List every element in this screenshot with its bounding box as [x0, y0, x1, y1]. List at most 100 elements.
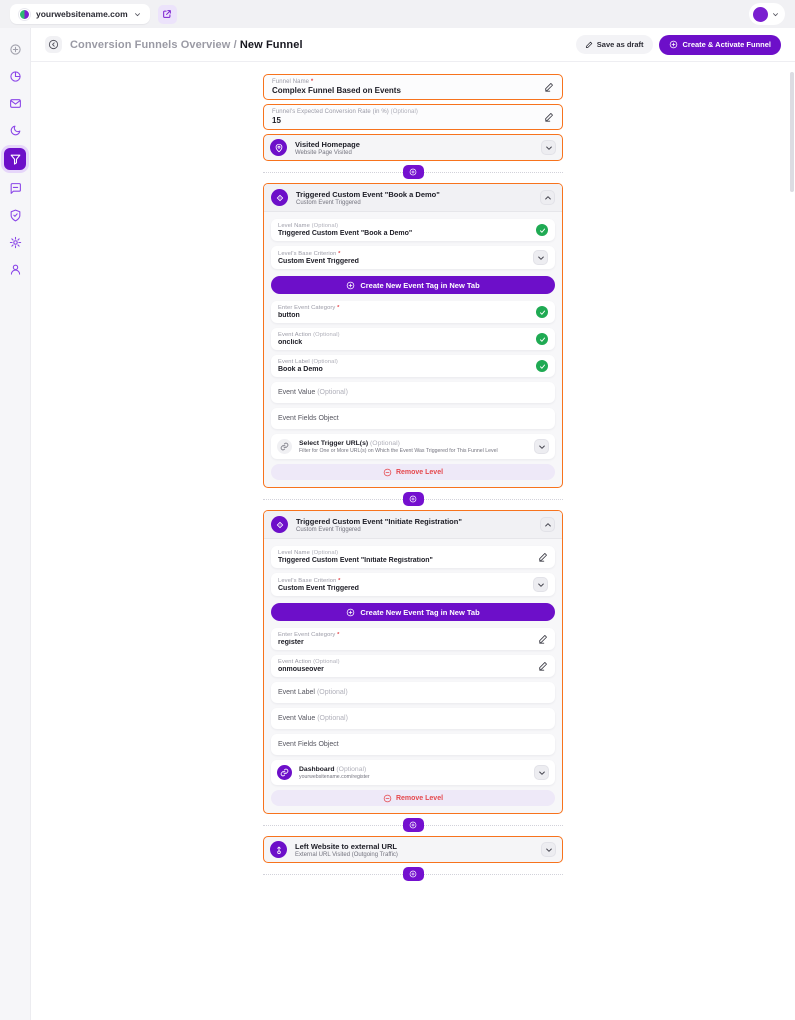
sidebar-item-sessions[interactable] [6, 121, 24, 139]
base-criterion-select[interactable]: Level's Base Criterion * Custom Event Tr… [271, 573, 555, 596]
open-site-button[interactable] [157, 4, 177, 24]
edit-icon[interactable] [544, 112, 554, 122]
add-level-button[interactable] [402, 818, 424, 832]
collapse-level-button[interactable] [540, 517, 555, 532]
trigger-urls-select[interactable]: Select Trigger URL(s) (Optional) Filter … [271, 434, 555, 459]
target-icon [9, 43, 21, 55]
level-subtitle: Custom Event Triggered [296, 199, 361, 206]
funnel-name-label: Funnel Name * [272, 79, 314, 85]
dropdown-button[interactable] [534, 439, 549, 454]
chevron-up-icon [544, 195, 551, 199]
base-criterion-value: Custom Event Triggered [278, 584, 359, 592]
event-category-value: button [278, 312, 300, 319]
domain-name: yourwebsitename.com [36, 9, 128, 19]
level-name-value: Triggered Custom Event "Initiate Registr… [278, 557, 433, 564]
top-bar: yourwebsitename.com [0, 0, 795, 28]
sidebar-item-analytics[interactable] [6, 67, 24, 85]
conversion-rate-field[interactable]: Funnel's Expected Conversion Rate (in %)… [263, 104, 563, 130]
level-body: Level Name (Optional) Triggered Custom E… [264, 212, 562, 487]
plus-circle-icon [409, 168, 417, 176]
event-action-field[interactable]: Event Action (Optional) onmouseover [271, 655, 555, 677]
level-name-field[interactable]: Level Name (Optional) Triggered Custom E… [271, 219, 555, 241]
event-category-value: register [278, 639, 304, 646]
funnel-form: Funnel Name * Complex Funnel Based on Ev… [263, 74, 563, 885]
funnel-name-field[interactable]: Funnel Name * Complex Funnel Based on Ev… [263, 74, 563, 100]
collapse-level-button[interactable] [540, 190, 555, 205]
level-subtitle: Website Page Visited [295, 149, 352, 156]
add-level-button[interactable] [402, 492, 424, 506]
user-menu[interactable] [749, 3, 785, 25]
event-fields-object-field[interactable]: Event Fields Object [271, 734, 555, 755]
level-connector [263, 863, 563, 885]
create-event-tag-button[interactable]: Create New Event Tag in New Tab [271, 276, 555, 294]
dropdown-button[interactable] [534, 765, 549, 780]
create-event-tag-button[interactable]: Create New Event Tag in New Tab [271, 603, 555, 621]
custom-event-icon [271, 516, 288, 533]
event-label-field[interactable]: Event Label (Optional) Book a Demo [271, 355, 555, 377]
remove-level-button[interactable]: Remove Level [271, 464, 555, 480]
map-pin-icon [270, 139, 287, 156]
plus-circle-icon [347, 608, 355, 616]
avatar [753, 6, 768, 22]
add-level-button[interactable] [402, 867, 424, 881]
minus-circle-icon [383, 468, 392, 476]
dropdown-button[interactable] [533, 577, 548, 592]
level-name-field[interactable]: Level Name (Optional) Triggered Custom E… [271, 546, 555, 568]
back-button[interactable] [45, 36, 62, 53]
expand-level-button[interactable] [541, 842, 556, 857]
sidebar-item-funnels[interactable] [4, 148, 26, 170]
level-left-website[interactable]: Left Website to external URL External UR… [263, 836, 563, 863]
expand-level-button[interactable] [541, 140, 556, 155]
chevron-down-icon [538, 771, 545, 775]
edit-icon[interactable] [538, 634, 548, 644]
check-icon [536, 360, 548, 372]
sidebar-item-campaigns[interactable] [6, 94, 24, 112]
save-draft-button[interactable]: Save as draft [575, 35, 653, 54]
site-logo-icon [19, 8, 30, 20]
main-panel: Conversion Funnels Overview / New Funnel… [30, 28, 795, 1020]
event-value-field[interactable]: Event Value (Optional) [271, 708, 555, 729]
chevron-down-icon [134, 12, 140, 16]
event-category-field[interactable]: Enter Event Category * button [271, 301, 555, 323]
level-body: Level Name (Optional) Triggered Custom E… [264, 539, 562, 813]
level-header[interactable]: Triggered Custom Event "Book a Demo" Cus… [264, 184, 562, 212]
event-category-field[interactable]: Enter Event Category * register [271, 628, 555, 650]
sidebar-item-privacy[interactable] [6, 206, 24, 224]
sidebar-item-settings[interactable] [6, 233, 24, 251]
edit-icon[interactable] [538, 661, 548, 671]
edit-icon[interactable] [538, 552, 548, 562]
funnel-icon [10, 154, 20, 165]
event-label-field[interactable]: Event Label (Optional) [271, 682, 555, 703]
level-header[interactable]: Triggered Custom Event "Initiate Registr… [264, 511, 562, 539]
add-level-button[interactable] [402, 165, 424, 179]
remove-level-button[interactable]: Remove Level [271, 790, 555, 806]
level-book-a-demo: Triggered Custom Event "Book a Demo" Cus… [263, 183, 563, 488]
chevron-down-icon [538, 445, 545, 449]
sidebar-item-feedback[interactable] [6, 179, 24, 197]
dashboard-url-select[interactable]: Dashboard (Optional) yourwebsitename.com… [271, 760, 555, 785]
level-connector [263, 488, 563, 510]
minus-circle-icon [383, 794, 392, 802]
plus-circle-icon [409, 821, 417, 829]
level-connector [263, 161, 563, 183]
plus-circle-icon [669, 40, 677, 49]
page-header: Conversion Funnels Overview / New Funnel… [31, 28, 795, 62]
dropdown-button[interactable] [533, 250, 548, 265]
level-visited-homepage[interactable]: Visited Homepage Website Page Visited [263, 134, 563, 161]
breadcrumb-parent[interactable]: Conversion Funnels Overview / [70, 38, 237, 51]
event-fields-object-field[interactable]: Event Fields Object [271, 408, 555, 429]
plus-circle-icon [409, 495, 417, 503]
sidebar-item-overview[interactable] [6, 40, 24, 58]
edit-icon[interactable] [544, 82, 554, 92]
event-value-field[interactable]: Event Value (Optional) [271, 382, 555, 403]
scrollbar[interactable] [790, 72, 794, 192]
sidebar-item-account[interactable] [6, 260, 24, 278]
event-action-value: onclick [278, 339, 303, 346]
create-activate-funnel-button[interactable]: Create & Activate Funnel [658, 34, 781, 55]
outgoing-traffic-icon [270, 841, 287, 858]
level-subtitle: External URL Visited (Outgoing Traffic) [295, 851, 398, 858]
level-initiate-registration: Triggered Custom Event "Initiate Registr… [263, 510, 563, 814]
event-action-field[interactable]: Event Action (Optional) onclick [271, 328, 555, 350]
base-criterion-select[interactable]: Level's Base Criterion * Custom Event Tr… [271, 246, 555, 269]
domain-selector[interactable]: yourwebsitename.com [10, 4, 150, 24]
